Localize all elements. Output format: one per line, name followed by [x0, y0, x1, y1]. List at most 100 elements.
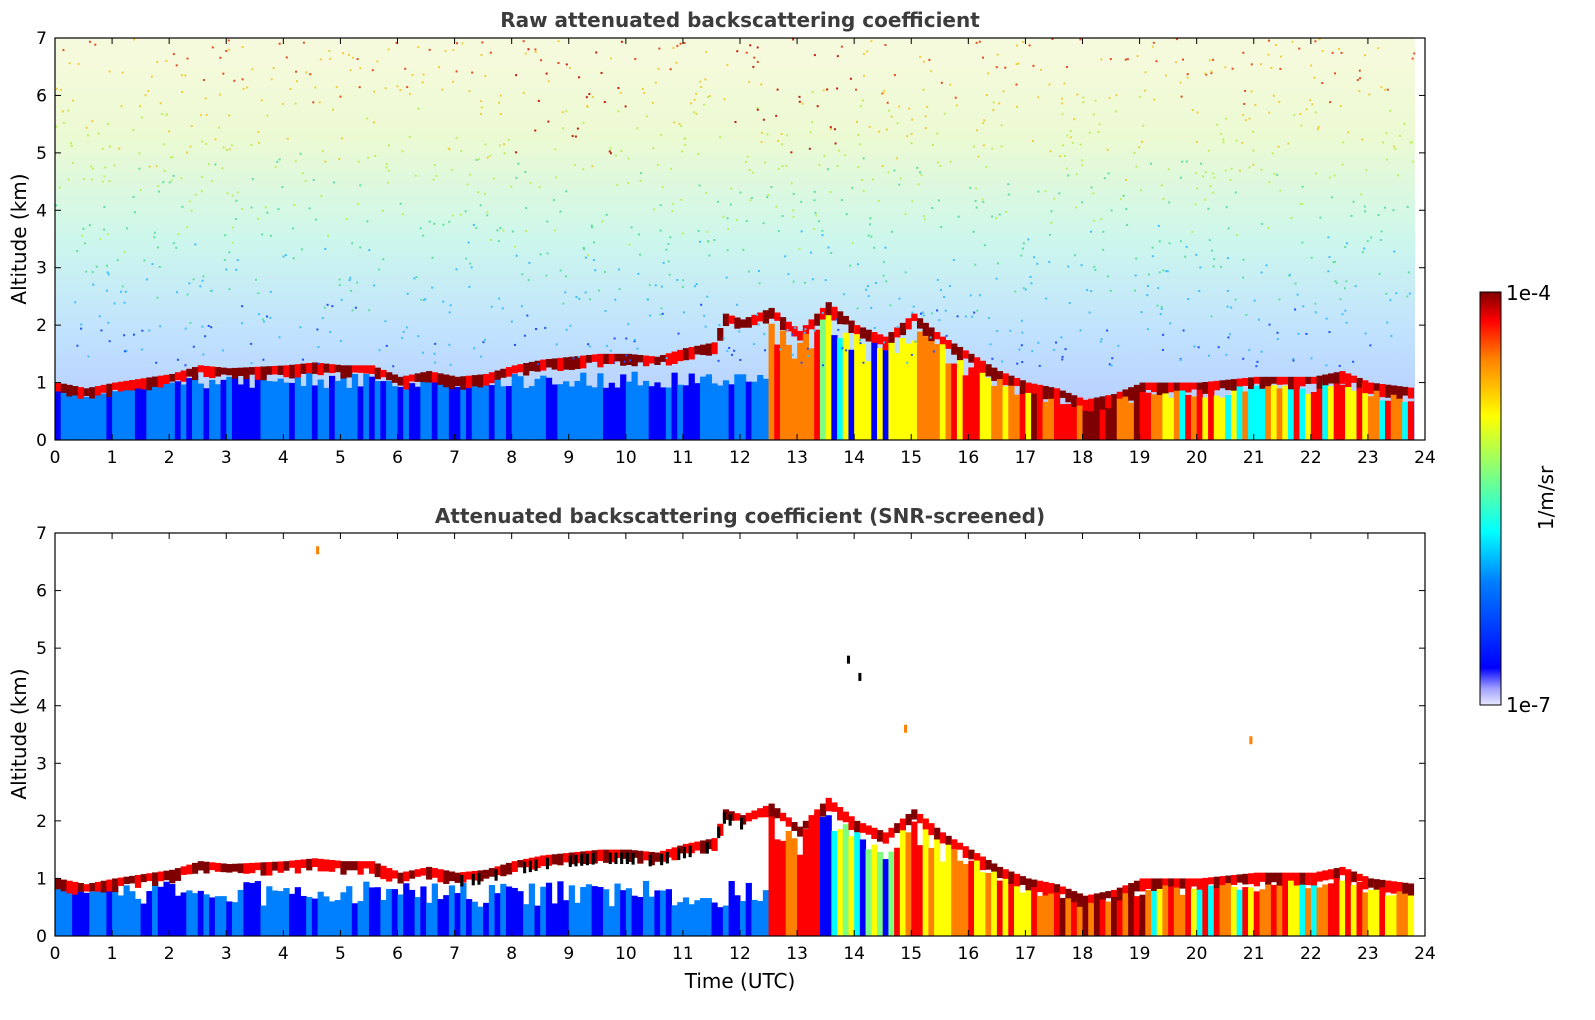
layer-top-strip	[934, 332, 941, 340]
data-strip	[660, 890, 667, 936]
noise-speckle	[614, 154, 617, 157]
data-strip	[882, 859, 889, 936]
layer-top-strip	[871, 332, 878, 343]
noise-speckle	[659, 229, 662, 232]
noise-speckle	[103, 175, 106, 178]
noise-speckle	[695, 283, 698, 286]
noise-speckle	[1126, 58, 1129, 61]
noise-speckle	[190, 209, 193, 212]
noise-speckle	[887, 171, 890, 174]
layer-top-strip	[363, 861, 370, 869]
data-strip	[705, 898, 712, 936]
noise-speckle	[188, 282, 191, 285]
layer-top-strip	[1128, 387, 1135, 401]
layer-top-strip	[277, 365, 284, 375]
noise-speckle	[1097, 131, 1100, 134]
noise-speckle	[1191, 230, 1194, 233]
y-tick-label: 5	[36, 639, 47, 659]
noise-speckle	[1082, 96, 1085, 99]
noise-speckle	[1219, 132, 1222, 135]
noise-speckle	[359, 246, 362, 249]
noise-speckle	[524, 170, 527, 173]
noise-speckle	[320, 194, 323, 197]
noise-speckle	[729, 203, 732, 206]
noise-speckle	[68, 62, 71, 65]
data-strip	[1008, 882, 1015, 936]
noise-speckle	[829, 126, 832, 129]
data-strip	[357, 386, 364, 440]
layer-top-strip	[945, 340, 952, 349]
layer-top-strip	[317, 858, 324, 872]
layer-top-strip	[1276, 872, 1283, 886]
noise-speckle	[625, 337, 628, 340]
noise-speckle	[922, 314, 925, 317]
noise-speckle	[372, 121, 375, 124]
noise-speckle	[595, 51, 598, 54]
layer-top-strip	[311, 858, 319, 867]
noise-speckle	[976, 129, 979, 132]
noise-speckle	[1338, 48, 1341, 51]
data-strip	[779, 330, 787, 440]
data-strip	[203, 894, 210, 936]
noise-speckle	[424, 298, 427, 301]
noise-speckle	[1211, 249, 1214, 252]
layer-top-strip	[791, 822, 798, 831]
layer-top-strip	[700, 344, 707, 355]
noise-speckle	[475, 226, 478, 229]
noise-speckle	[553, 199, 556, 202]
layer-top-strip	[1379, 879, 1386, 888]
layer-top-strip	[1048, 387, 1055, 399]
data-strip	[677, 902, 684, 936]
noise-speckle	[1162, 269, 1165, 272]
data-strip	[1065, 403, 1072, 440]
noise-speckle	[770, 186, 773, 189]
noise-speckle	[1227, 336, 1230, 339]
noise-speckle	[428, 48, 431, 51]
noise-speckle	[1271, 152, 1274, 155]
x-tick-label: 8	[506, 944, 517, 964]
layer-top-strip	[625, 353, 633, 365]
noise-speckle	[790, 182, 793, 185]
layer-top-strip	[916, 813, 924, 824]
colorbar: 1e-4 1e-7 1/m/sr	[1479, 281, 1558, 717]
noise-speckle	[606, 344, 609, 347]
noise-speckle	[706, 295, 709, 298]
noise-speckle	[645, 115, 648, 118]
noise-speckle	[1193, 345, 1196, 348]
layer-top-strip	[1213, 876, 1220, 889]
noise-speckle	[376, 60, 379, 63]
noise-speckle	[584, 291, 587, 294]
data-strip	[945, 363, 952, 440]
noise-speckle	[1305, 332, 1308, 335]
layer-top-strip	[694, 345, 701, 355]
layer-top-strip	[1185, 878, 1192, 888]
y-tick-label: 4	[36, 697, 47, 717]
noise-speckle	[1210, 70, 1213, 73]
noise-speckle	[983, 119, 986, 122]
noise-speckle	[1325, 317, 1328, 320]
layer-top-strip	[991, 863, 998, 872]
noise-speckle	[1344, 287, 1347, 290]
noise-speckle	[419, 227, 422, 230]
data-strip	[100, 889, 107, 936]
noise-speckle	[995, 277, 998, 280]
data-strip	[534, 378, 541, 440]
noise-speckle	[80, 327, 83, 330]
noise-speckle	[591, 226, 594, 229]
noise-speckle	[1174, 61, 1177, 64]
noise-speckle	[1380, 86, 1383, 89]
data-strip	[974, 853, 981, 936]
noise-speckle	[1133, 289, 1136, 292]
layer-black-return	[648, 854, 652, 867]
data-strip	[1265, 877, 1272, 936]
panel-screened-ylabel: Altitude (km)	[7, 668, 31, 799]
data-strip	[1339, 384, 1346, 440]
data-strip	[911, 340, 918, 440]
data-strip	[1310, 876, 1318, 936]
layer-top-strip	[517, 860, 524, 868]
noise-speckle	[750, 196, 753, 199]
noise-speckle	[1328, 331, 1331, 334]
data-strip	[1099, 396, 1106, 440]
noise-speckle	[260, 99, 263, 102]
data-strip	[477, 383, 484, 440]
